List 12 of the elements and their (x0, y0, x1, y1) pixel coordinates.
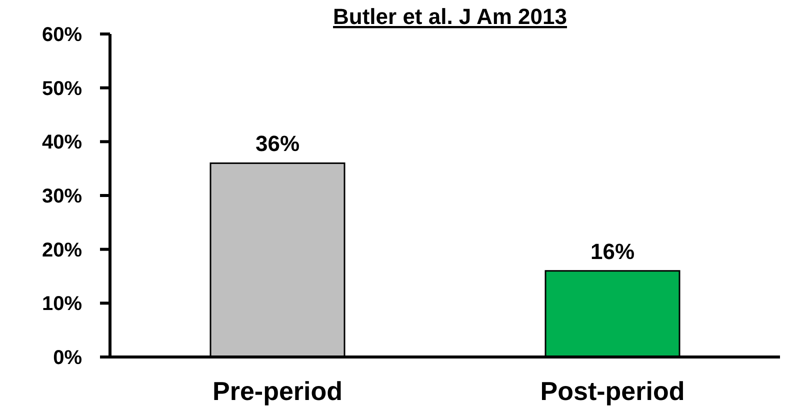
y-tick-label: 40% (42, 132, 82, 154)
y-tick-label: 10% (42, 293, 82, 316)
y-tick-label: 0% (53, 347, 82, 369)
chart-title: Butler et al. J Am 2013 (333, 4, 567, 29)
y-tick-label: 60% (42, 24, 82, 46)
x-tick-label: Pre-period (212, 376, 343, 406)
y-tick-label: 20% (42, 239, 82, 262)
data-label: 16% (590, 238, 635, 264)
y-tick-label: 30% (42, 186, 82, 208)
data-label: 36% (255, 131, 300, 156)
x-tick-label: Post-period (540, 376, 685, 406)
y-tick-label: 50% (42, 78, 82, 100)
